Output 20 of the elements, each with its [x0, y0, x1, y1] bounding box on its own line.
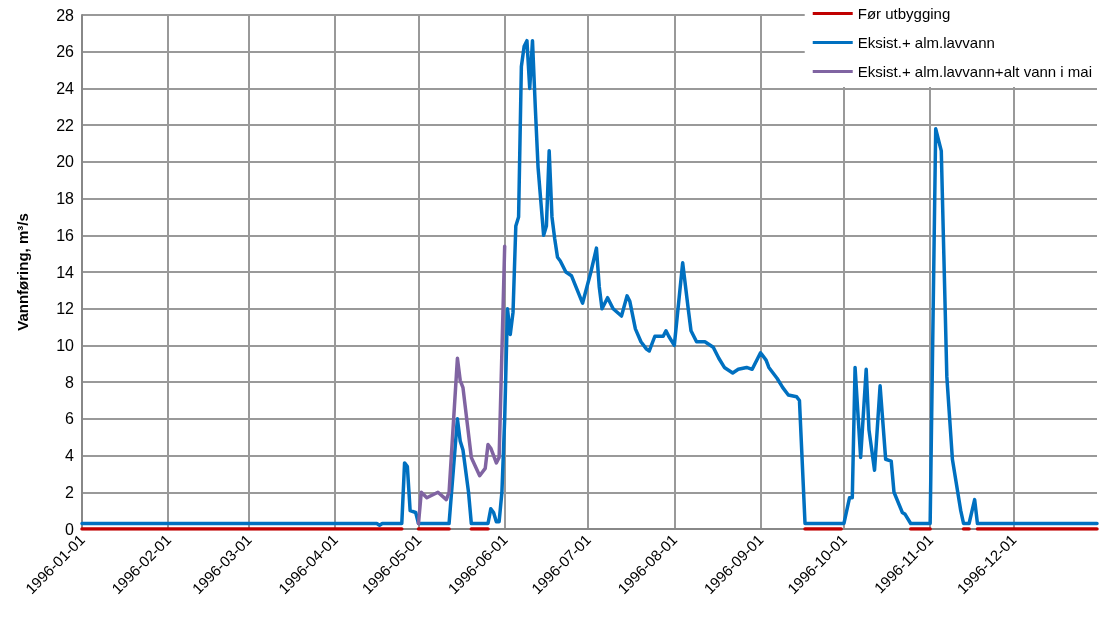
legend-label: Før utbygging	[857, 5, 951, 22]
y-tick-label: 2	[65, 483, 75, 501]
y-tick-label: 4	[65, 447, 75, 465]
y-tick-label: 24	[56, 79, 75, 97]
y-tick-label: 22	[56, 116, 75, 134]
y-tick-label: 26	[56, 43, 75, 61]
line-series	[416, 244, 507, 526]
y-tick-label: 18	[56, 190, 75, 208]
y-axis-title: Vannføring, m³/s	[14, 213, 31, 331]
y-tick-label: 14	[56, 263, 75, 281]
y-tick-label: 16	[56, 226, 75, 244]
y-tick-label: 12	[56, 300, 75, 318]
y-tick-label: 0	[65, 520, 75, 538]
y-tick-label: 20	[56, 153, 75, 171]
y-tick-label: 6	[65, 410, 75, 428]
y-tick-label: 28	[56, 6, 75, 24]
legend-label: Eksist.+ alm.lavvann+alt vann i mai	[857, 63, 1093, 80]
legend-label: Eksist.+ alm.lavvann	[857, 34, 995, 51]
y-tick-label: 8	[65, 373, 75, 391]
y-tick-label: 10	[56, 336, 75, 354]
